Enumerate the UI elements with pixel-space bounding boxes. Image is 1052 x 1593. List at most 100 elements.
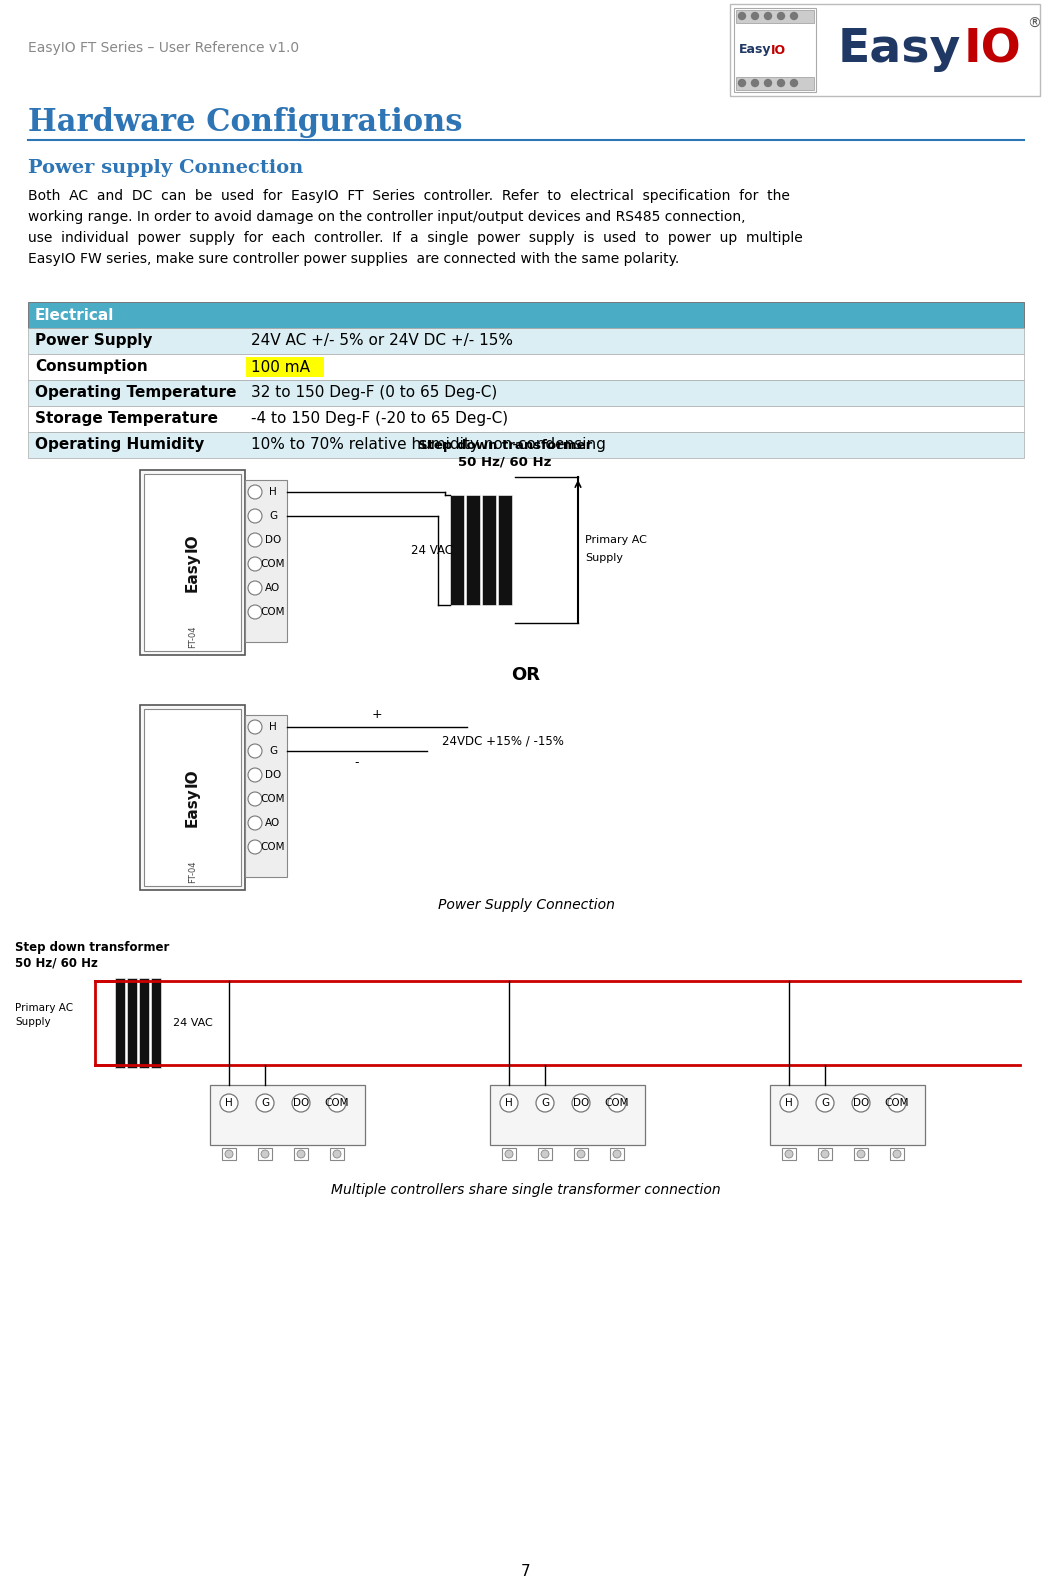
Circle shape: [888, 1094, 906, 1112]
Bar: [139, 978, 149, 1067]
Text: COM: COM: [261, 793, 285, 804]
Bar: [28, 354, 1024, 381]
Circle shape: [739, 80, 746, 86]
Circle shape: [248, 768, 262, 782]
Circle shape: [248, 510, 262, 523]
Bar: [736, 76, 814, 89]
Circle shape: [537, 1094, 554, 1112]
Text: Supply: Supply: [15, 1016, 50, 1027]
Text: Primary AC: Primary AC: [15, 1004, 74, 1013]
Text: G: G: [821, 1098, 829, 1109]
Text: Both  AC  and  DC  can  be  used  for  EasyIO  FT  Series  controller.  Refer  t: Both AC and DC can be used for EasyIO FT…: [28, 190, 790, 202]
Text: FT-04: FT-04: [188, 626, 197, 648]
Text: Easy: Easy: [185, 787, 200, 827]
Text: DO: DO: [853, 1098, 869, 1109]
Bar: [245, 715, 287, 878]
Text: DO: DO: [573, 1098, 589, 1109]
Text: H: H: [225, 1098, 232, 1109]
Text: Easy: Easy: [739, 43, 771, 56]
Bar: [730, 5, 1040, 96]
Text: DO: DO: [265, 535, 281, 545]
Circle shape: [790, 80, 797, 86]
Text: Supply: Supply: [585, 553, 623, 562]
Circle shape: [248, 558, 262, 570]
Bar: [502, 1149, 515, 1160]
Text: 24 VAC: 24 VAC: [173, 1018, 213, 1027]
Text: Hardware Configurations: Hardware Configurations: [28, 107, 463, 137]
Bar: [466, 495, 480, 605]
Circle shape: [225, 1150, 232, 1158]
Bar: [538, 1149, 552, 1160]
Text: COM: COM: [325, 1098, 349, 1109]
Circle shape: [505, 1150, 513, 1158]
Circle shape: [821, 1150, 829, 1158]
Text: 24VDC +15% / -15%: 24VDC +15% / -15%: [442, 734, 564, 747]
Text: IO: IO: [771, 43, 786, 56]
Bar: [28, 303, 1024, 328]
Text: Consumption: Consumption: [35, 360, 147, 374]
Bar: [330, 1149, 344, 1160]
Circle shape: [777, 80, 785, 86]
Text: -: -: [355, 757, 359, 769]
Circle shape: [261, 1150, 269, 1158]
Circle shape: [248, 534, 262, 546]
Bar: [151, 978, 161, 1067]
Bar: [770, 1085, 925, 1145]
Text: use  individual  power  supply  for  each  controller.  If  a  single  power  su: use individual power supply for each con…: [28, 231, 803, 245]
Bar: [734, 8, 816, 92]
Text: 7: 7: [521, 1564, 531, 1580]
Bar: [450, 495, 464, 605]
Text: Primary AC: Primary AC: [585, 535, 647, 545]
Text: 50 Hz/ 60 Hz: 50 Hz/ 60 Hz: [15, 956, 98, 970]
Bar: [210, 1085, 365, 1145]
Circle shape: [248, 840, 262, 854]
Circle shape: [765, 80, 771, 86]
Circle shape: [248, 484, 262, 499]
Text: H: H: [505, 1098, 513, 1109]
Text: H: H: [269, 722, 277, 733]
Text: DO: DO: [265, 769, 281, 781]
Circle shape: [576, 1150, 585, 1158]
Circle shape: [613, 1150, 621, 1158]
Circle shape: [292, 1094, 310, 1112]
Bar: [736, 10, 814, 22]
Text: -4 to 150 Deg-F (-20 to 65 Deg-C): -4 to 150 Deg-F (-20 to 65 Deg-C): [251, 411, 508, 427]
Text: COM: COM: [261, 559, 285, 569]
Text: 24V AC +/- 5% or 24V DC +/- 15%: 24V AC +/- 5% or 24V DC +/- 15%: [251, 333, 513, 349]
Text: H: H: [269, 487, 277, 497]
Bar: [258, 1149, 272, 1160]
Circle shape: [739, 13, 746, 19]
Circle shape: [780, 1094, 798, 1112]
Circle shape: [893, 1150, 901, 1158]
Text: working range. In order to avoid damage on the controller input/output devices a: working range. In order to avoid damage …: [28, 210, 746, 225]
Bar: [144, 475, 241, 652]
Circle shape: [816, 1094, 834, 1112]
Text: G: G: [541, 1098, 549, 1109]
Text: Operating Humidity: Operating Humidity: [35, 438, 204, 452]
Circle shape: [608, 1094, 626, 1112]
Circle shape: [220, 1094, 238, 1112]
Bar: [28, 328, 1024, 354]
Bar: [482, 495, 495, 605]
Text: Operating Temperature: Operating Temperature: [35, 386, 237, 400]
Text: +: +: [371, 709, 382, 722]
Text: G: G: [269, 746, 277, 757]
Text: Easy: Easy: [838, 27, 962, 73]
Circle shape: [248, 720, 262, 734]
Circle shape: [790, 13, 797, 19]
Text: EasyIO FT Series – User Reference v1.0: EasyIO FT Series – User Reference v1.0: [28, 41, 299, 56]
Text: Multiple controllers share single transformer connection: Multiple controllers share single transf…: [331, 1184, 721, 1196]
Bar: [610, 1149, 624, 1160]
Text: COM: COM: [261, 843, 285, 852]
Circle shape: [751, 80, 758, 86]
Circle shape: [857, 1150, 865, 1158]
Bar: [782, 1149, 796, 1160]
Circle shape: [751, 13, 758, 19]
Text: Power Supply Connection: Power Supply Connection: [438, 898, 614, 913]
Bar: [490, 1085, 645, 1145]
Bar: [294, 1149, 308, 1160]
Circle shape: [297, 1150, 305, 1158]
Text: Easy: Easy: [185, 553, 200, 593]
Text: Electrical: Electrical: [35, 307, 115, 322]
Circle shape: [248, 744, 262, 758]
